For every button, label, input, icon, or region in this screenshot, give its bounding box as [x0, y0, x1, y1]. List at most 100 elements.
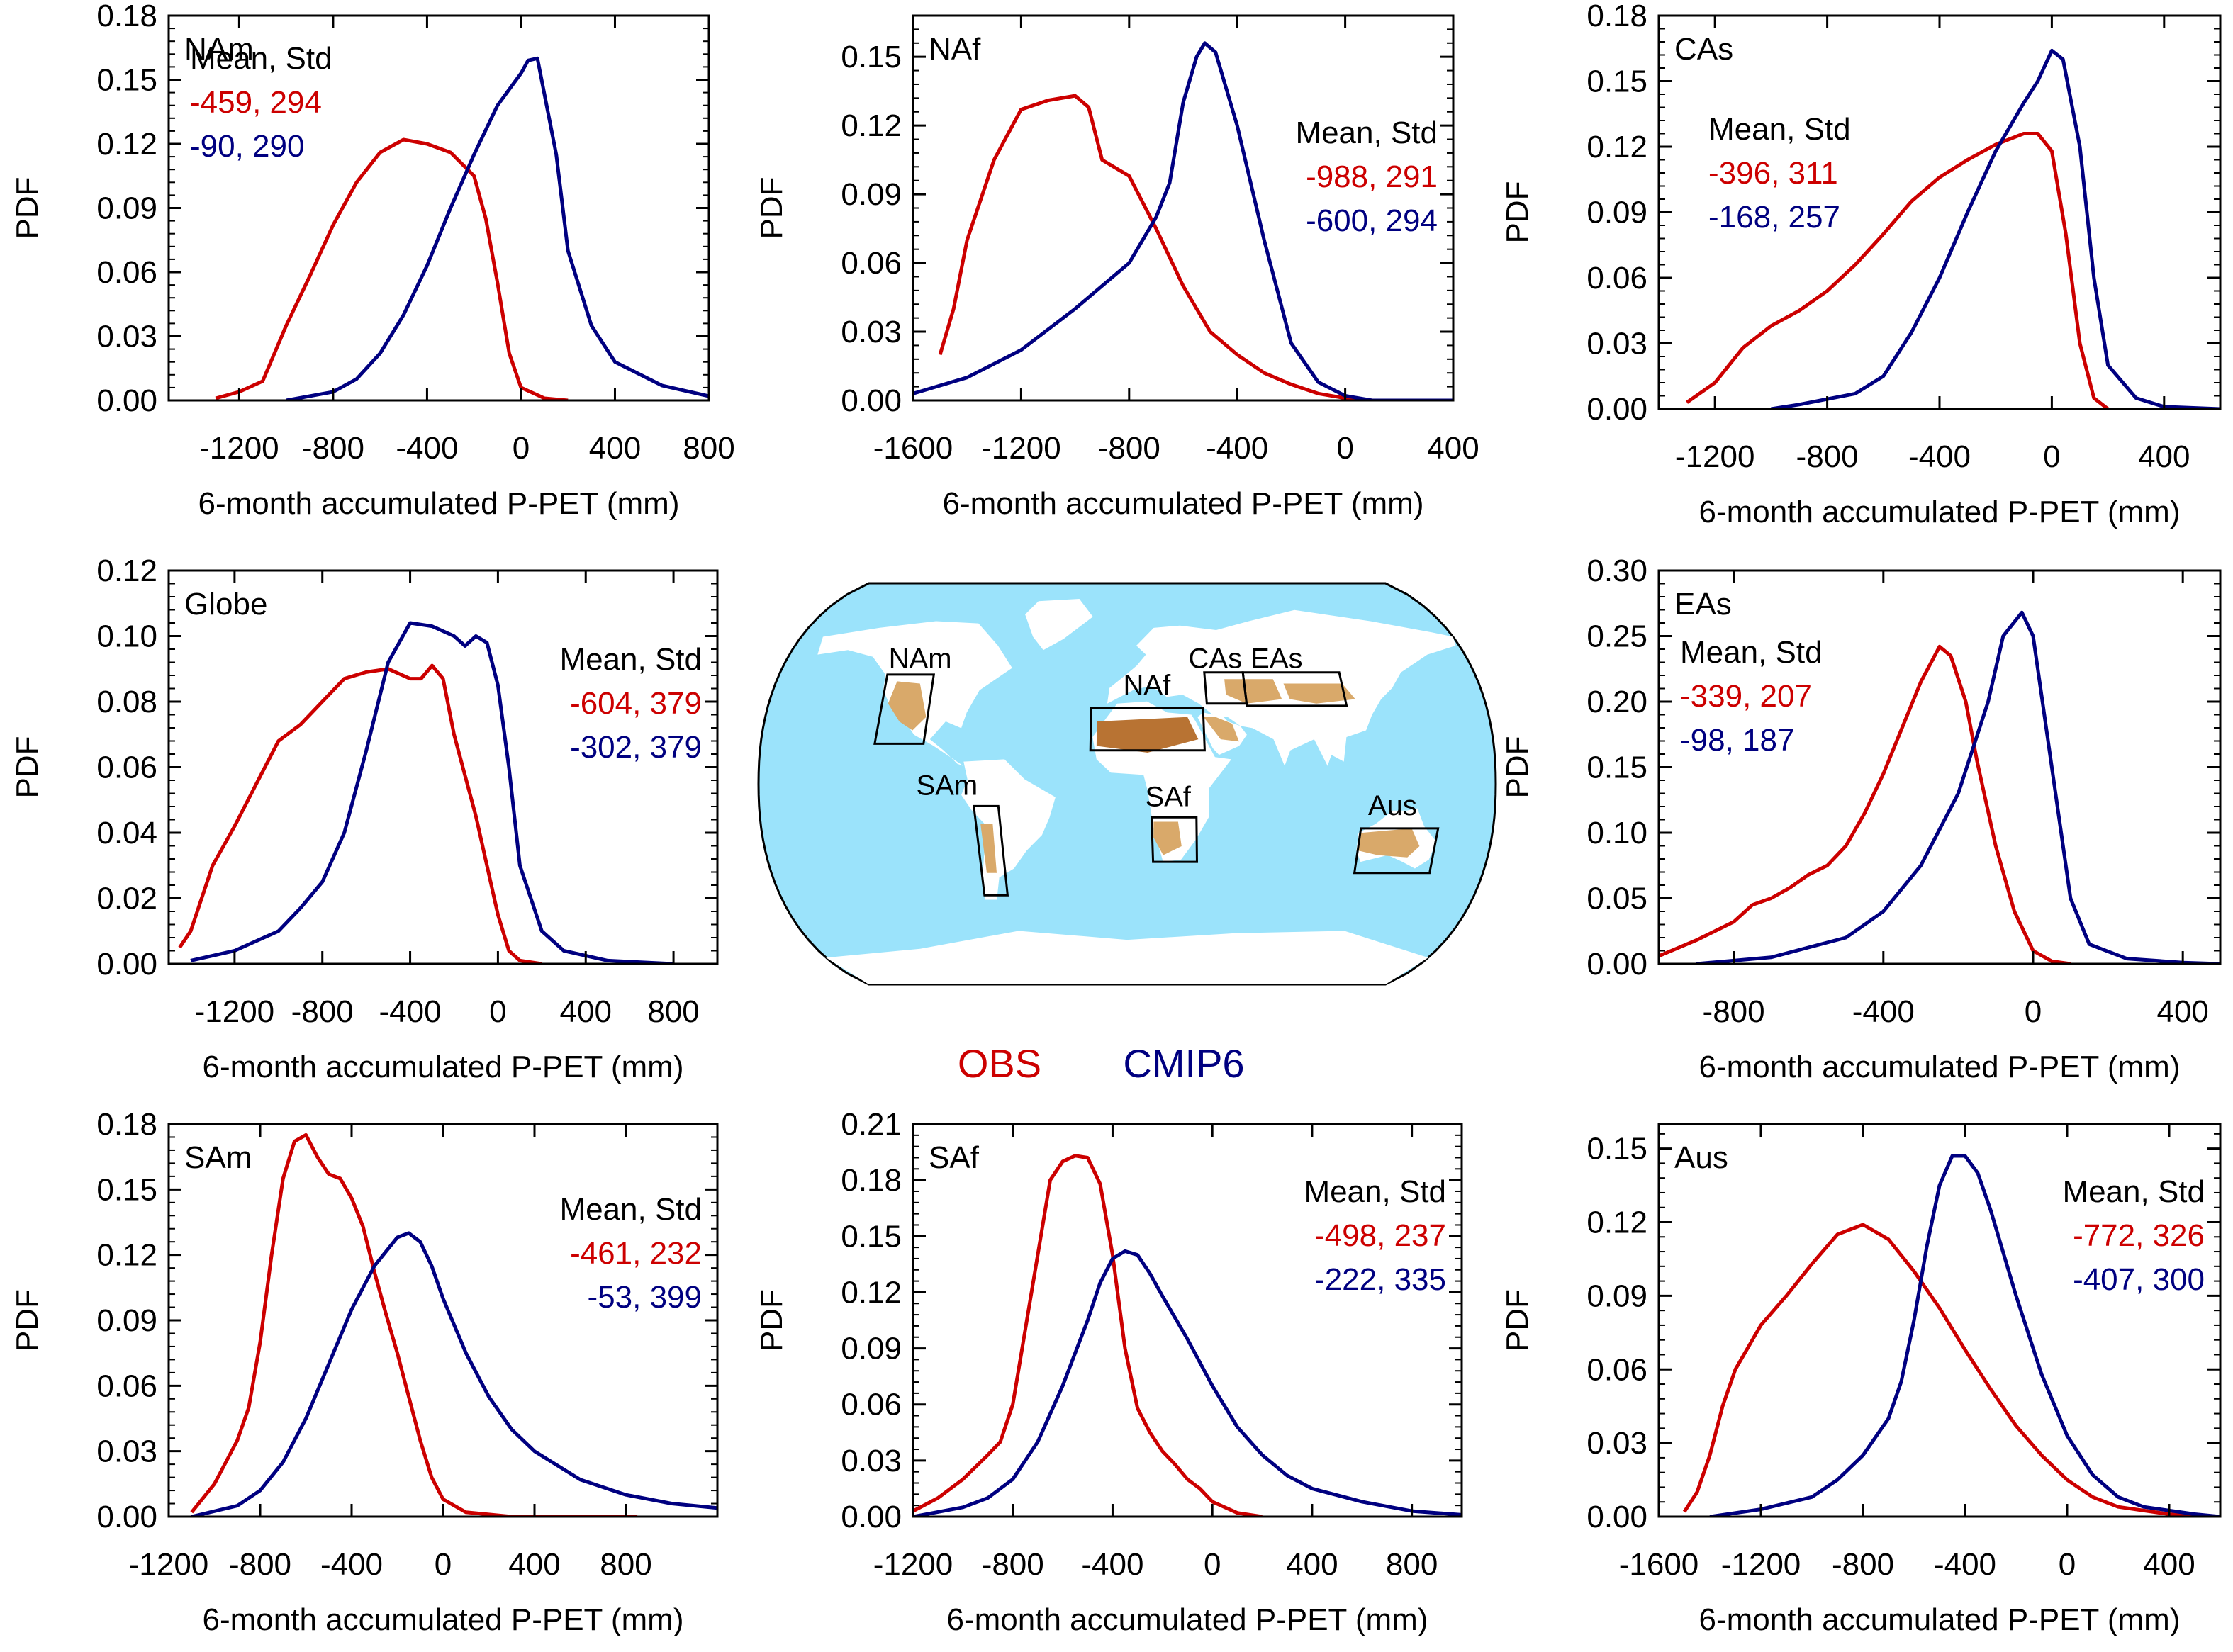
x-tick-label: 0: [1204, 1547, 1221, 1582]
y-tick-label: 0.12: [96, 554, 157, 588]
world-map: NAm NAf CAs EAs SAm SAf Aus: [757, 582, 1497, 986]
stats-cmip6: -302, 379: [570, 730, 702, 765]
x-tick-label: 0: [489, 994, 506, 1029]
dryland-arabia: [1203, 717, 1239, 742]
stats-obs: -988, 291: [1306, 159, 1438, 194]
y-tick-label: 0.10: [96, 619, 157, 654]
panel-cas: 0.00 0.03 0.06 0.09 0.12 0.15 0.18 -1200 -800 -40…: [1500, 0, 2222, 529]
stats-cmip6: -53, 399: [588, 1280, 702, 1315]
region-box-eas: [1241, 671, 1348, 707]
x-tick-label: -400: [1908, 439, 1971, 474]
x-tick-label: -800: [1796, 439, 1859, 474]
y-tick-label: 0.00: [1586, 1500, 1647, 1534]
series-obs-line: [215, 137, 569, 400]
y-tick-label: 0.15: [1586, 1132, 1647, 1167]
legend-cmip6: CMIP6: [1123, 1041, 1244, 1086]
y-tick-label: 0.00: [96, 383, 157, 418]
x-tick-label: 800: [600, 1547, 651, 1582]
x-tick-label: -400: [1852, 994, 1915, 1029]
region-label: SAf: [929, 1140, 980, 1175]
region-label: SAm: [184, 1140, 252, 1175]
y-axis-label: PDF: [1500, 736, 1535, 799]
y-tick-label: 0.04: [96, 816, 157, 850]
y-axis-label: PDF: [1500, 1289, 1535, 1352]
map-label-eas: EAs: [1250, 643, 1302, 674]
x-tick-label: 400: [1427, 431, 1479, 466]
x-tick-label: -800: [229, 1547, 291, 1582]
y-tick-label: 0.00: [96, 1500, 157, 1534]
stats-header: Mean, Std: [1304, 1174, 1446, 1209]
y-tick-label: 0.20: [1586, 685, 1647, 719]
x-tick-label: -400: [396, 431, 458, 466]
y-tick-label: 0.03: [1586, 327, 1647, 361]
y-tick-label: 0.09: [841, 177, 902, 212]
y-tick-label: 0.09: [1586, 1279, 1647, 1313]
x-axis-label: 6-month accumulated P-PET (mm): [943, 486, 1424, 521]
y-tick-label: 0.12: [96, 127, 157, 162]
region-label: Aus: [1674, 1140, 1728, 1175]
x-tick-label: 400: [2156, 994, 2208, 1029]
x-tick-label: -400: [379, 994, 442, 1029]
x-tick-label: 400: [2143, 1547, 2195, 1582]
x-axis-label: 6-month accumulated P-PET (mm): [1699, 1050, 2181, 1084]
y-tick-label: 0.06: [841, 246, 902, 281]
y-tick-label: 0.21: [841, 1107, 902, 1142]
panel-eas: 0.00 0.05 0.10 0.15 0.20 0.25 0.30 -800 -400 0 400…: [1500, 554, 2222, 1084]
x-tick-label: -400: [1081, 1547, 1143, 1582]
x-axis-label: 6-month accumulated P-PET (mm): [203, 1602, 684, 1637]
panel-sam: 0.00 0.03 0.06 0.09 0.12 0.15 0.18 -1200 -800 -40…: [10, 1107, 719, 1637]
panel-saf: 0.00 0.03 0.06 0.09 0.12 0.15 0.18 0.21 -1200 -80…: [754, 1107, 1463, 1637]
south-america: [961, 759, 1056, 900]
dryland-aus: [1358, 828, 1420, 858]
x-tick-label: 800: [647, 994, 699, 1029]
region-box-aus: [1353, 827, 1440, 875]
x-tick-label: -800: [1832, 1547, 1894, 1582]
x-axis-label: 6-month accumulated P-PET (mm): [198, 486, 680, 521]
x-tick-label: 0: [1336, 431, 1353, 466]
x-axis-label: 6-month accumulated P-PET (mm): [1699, 1602, 2181, 1637]
y-tick-label: 0.00: [1586, 392, 1647, 427]
y-axis-label: PDF: [1500, 181, 1535, 244]
stats-cmip6: -407, 300: [2073, 1262, 2205, 1297]
series-obs-line: [1682, 1223, 2195, 1517]
x-tick-label: 800: [1386, 1547, 1438, 1582]
map-label-saf: SAf: [1145, 781, 1191, 812]
dryland-cas: [1224, 679, 1282, 704]
plot-frame: [167, 1123, 719, 1518]
y-tick-label: 0.15: [96, 63, 157, 98]
x-tick-label: -1200: [199, 431, 279, 466]
x-tick-label: -1200: [981, 431, 1061, 466]
panel-naf: 0.00 0.03 0.06 0.09 0.12 0.15 -1600 -1200 -800 -4…: [754, 14, 1479, 521]
y-tick-label: 0.03: [96, 1434, 157, 1469]
region-box-naf: [1089, 707, 1206, 752]
panel-aus: 0.00 0.03 0.06 0.09 0.12 0.15 -1600 -1200 -800 -4…: [1500, 1123, 2222, 1637]
x-tick-label: 400: [560, 994, 612, 1029]
x-tick-label: -1200: [129, 1547, 209, 1582]
region-label: CAs: [1674, 32, 1733, 67]
region-label: Globe: [184, 587, 267, 622]
stats-obs: -461, 232: [570, 1236, 702, 1271]
y-tick-label: 0.06: [1586, 261, 1647, 296]
region-label: EAs: [1674, 587, 1732, 622]
y-tick-label: 0.15: [841, 40, 902, 74]
y-tick-label: 0.06: [96, 255, 157, 290]
plot-frame: [912, 1123, 1463, 1518]
region-label: NAf: [929, 32, 981, 67]
x-axis-label: 6-month accumulated P-PET (mm): [947, 1602, 1428, 1637]
y-tick-label: 0.30: [1586, 554, 1647, 588]
plot-frame: [1657, 569, 2222, 965]
stats-cmip6: -98, 187: [1680, 723, 1794, 758]
stats-obs: -396, 311: [1708, 156, 1838, 191]
plot-frame: [1657, 1123, 2222, 1518]
region-box-nam: [873, 673, 936, 745]
y-axis-label: PDF: [10, 736, 45, 799]
x-axis-label: 6-month accumulated P-PET (mm): [1699, 495, 2181, 529]
x-tick-label: -400: [320, 1547, 383, 1582]
y-tick-label: 0.15: [841, 1219, 902, 1254]
y-tick-label: 0.00: [841, 383, 902, 418]
legend-obs: OBS: [958, 1041, 1041, 1086]
x-tick-label: 800: [683, 431, 734, 466]
y-axis-label: PDF: [10, 1289, 45, 1352]
series-cmip6-line: [1709, 1154, 2220, 1517]
